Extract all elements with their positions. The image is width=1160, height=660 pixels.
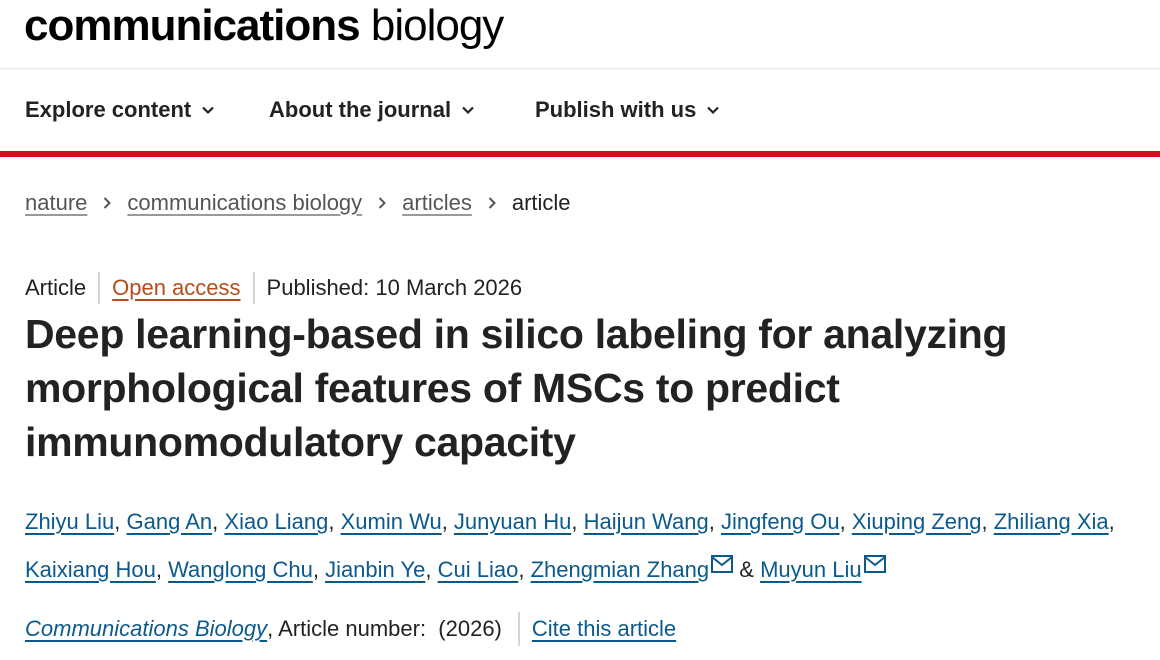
article-meta: Article Open access Published: 10 March … bbox=[25, 272, 522, 304]
article-title: Deep learning-based in silico labeling f… bbox=[25, 311, 1008, 465]
author-link[interactable]: Jingfeng Ou bbox=[720, 509, 840, 534]
meta-divider bbox=[98, 272, 101, 304]
author-list: Zhiyu Liu, Gang An, Xiao Liang, Xumin Wu… bbox=[25, 509, 1115, 582]
breadcrumb-communications-biology[interactable]: communications biology bbox=[127, 190, 363, 215]
nav-publish-with-us[interactable]: Publish with us bbox=[535, 97, 720, 123]
author-link[interactable]: Xiuping Zeng bbox=[851, 509, 982, 534]
cite-this-article-link[interactable]: Cite this article bbox=[531, 616, 677, 641]
mail-icon[interactable] bbox=[711, 555, 734, 573]
author-link[interactable]: Zhiliang Xia bbox=[993, 509, 1109, 534]
author-link[interactable]: Jianbin Ye bbox=[325, 557, 426, 582]
nav-label: Publish with us bbox=[535, 97, 697, 122]
author-link[interactable]: Cui Liao bbox=[437, 557, 519, 582]
nav-label: Explore content bbox=[25, 97, 192, 122]
author-connector: & bbox=[739, 557, 754, 582]
breadcrumb-nature[interactable]: nature bbox=[25, 190, 88, 215]
nav-about-journal[interactable]: About the journal bbox=[269, 97, 475, 123]
site-header: communications biology bbox=[0, 0, 1160, 69]
article-type: Article bbox=[25, 275, 87, 300]
author-link[interactable]: Zhengmian Zhang bbox=[530, 557, 710, 582]
main-nav: Explore content About the journal Publis… bbox=[0, 69, 1160, 151]
author-link[interactable]: Kaixiang Hou bbox=[25, 557, 156, 582]
article-number: , Article number: (2026) bbox=[267, 616, 502, 641]
mail-icon[interactable] bbox=[863, 555, 886, 573]
journal-logo[interactable]: communications biology bbox=[24, 0, 504, 52]
chevron-right-icon bbox=[100, 196, 114, 210]
breadcrumb: nature communications biology articles a… bbox=[25, 190, 571, 216]
author-link[interactable]: Zhiyu Liu bbox=[25, 509, 115, 534]
author-link[interactable]: Muyun Liu bbox=[760, 557, 862, 582]
logo-light-text: biology bbox=[370, 1, 504, 50]
author-link[interactable]: Wanglong Chu bbox=[168, 557, 313, 582]
chevron-down-icon bbox=[202, 106, 215, 115]
nav-explore-content[interactable]: Explore content bbox=[25, 97, 215, 123]
chevron-down-icon bbox=[707, 106, 720, 115]
author-link[interactable]: Haijun Wang bbox=[583, 509, 709, 534]
journal-link[interactable]: Communications Biology bbox=[25, 616, 268, 641]
citation-line: Communications Biology , Article number:… bbox=[25, 612, 676, 646]
author-link[interactable]: Gang An bbox=[126, 509, 213, 534]
meta-divider bbox=[252, 272, 255, 304]
logo-bold-text: communications bbox=[24, 1, 361, 50]
author-link[interactable]: Xiao Liang bbox=[224, 509, 329, 534]
breadcrumb-current: article bbox=[511, 190, 571, 215]
chevron-down-icon bbox=[462, 106, 474, 115]
nav-label: About the journal bbox=[269, 97, 452, 122]
chevron-right-icon bbox=[485, 196, 499, 210]
cite-divider bbox=[517, 612, 520, 646]
author-link[interactable]: Xumin Wu bbox=[340, 509, 442, 534]
accent-bar bbox=[0, 151, 1160, 157]
chevron-right-icon bbox=[375, 196, 389, 210]
open-access-link[interactable]: Open access bbox=[112, 275, 241, 300]
author-link[interactable]: Junyuan Hu bbox=[453, 509, 572, 534]
published-date: Published: 10 March 2026 bbox=[266, 275, 523, 300]
breadcrumb-articles[interactable]: articles bbox=[402, 190, 472, 215]
